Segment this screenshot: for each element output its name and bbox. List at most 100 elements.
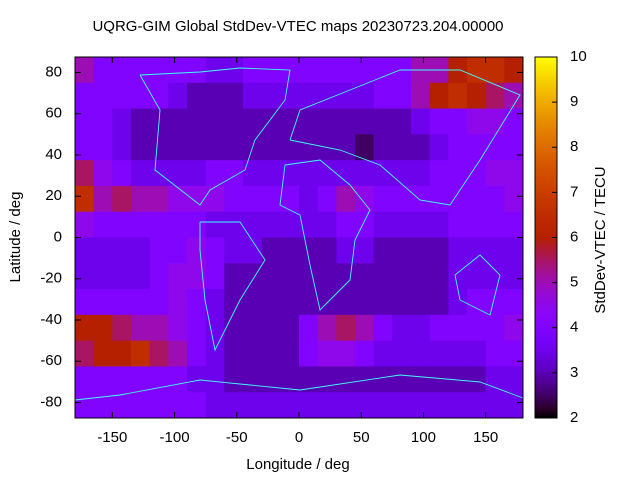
heatmap-cell [261, 185, 281, 213]
heatmap-cell [224, 211, 244, 238]
heatmap-cell [205, 314, 225, 342]
heatmap-cell [299, 211, 319, 238]
heatmap-cell [75, 160, 95, 187]
heatmap-cell [504, 134, 524, 161]
heatmap-cell [243, 237, 263, 264]
heatmap-cell [504, 392, 524, 419]
heatmap-cell [355, 263, 375, 290]
heatmap-cell [168, 211, 188, 238]
heatmap-cell [373, 289, 393, 316]
heatmap-cell [392, 134, 412, 161]
colorbar-tick-label: 2 [570, 409, 578, 426]
heatmap-cell [205, 289, 225, 316]
y-tick-label: 40 [45, 146, 62, 163]
y-tick-label: 20 [45, 187, 62, 204]
heatmap-cell [243, 366, 263, 393]
heatmap-cell [392, 314, 412, 342]
colorbar-tick-label: 3 [570, 364, 578, 381]
heatmap-cell [131, 314, 151, 342]
heatmap-cell [373, 237, 393, 264]
heatmap-cell [131, 185, 151, 213]
heatmap-cell [299, 185, 319, 213]
heatmap-cell [411, 134, 431, 161]
heatmap-cell [149, 57, 169, 84]
heatmap-cell [280, 134, 300, 161]
heatmap-cell [411, 340, 431, 367]
heatmap-cell [75, 82, 95, 110]
coastline [289, 69, 521, 206]
heatmap-cell [205, 392, 225, 419]
heatmap-cell [336, 211, 356, 238]
heatmap-cell [261, 289, 281, 316]
heatmap-cell [485, 237, 505, 264]
x-tick-label: -50 [226, 429, 248, 446]
heatmap-cell [485, 160, 505, 187]
heatmap-cell [224, 134, 244, 161]
heatmap-cell [448, 340, 468, 367]
heatmap-cell [355, 134, 375, 161]
heatmap-cell [355, 340, 375, 367]
heatmap-cell [411, 211, 431, 238]
heatmap-cell [373, 211, 393, 238]
heatmap-cell [448, 82, 468, 110]
heatmap-cell [75, 392, 95, 419]
heatmap-cell [261, 314, 281, 342]
heatmap-cell [467, 57, 487, 84]
heatmap-cell [317, 160, 337, 187]
heatmap-cell [261, 57, 281, 84]
heatmap-cell [112, 211, 132, 238]
heatmap-cell [392, 289, 412, 316]
heatmap-cell [336, 237, 356, 264]
heatmap-cell [448, 392, 468, 419]
heatmap-cell [149, 263, 169, 290]
x-axis-label: Longitude / deg [246, 456, 349, 473]
heatmap-cell [317, 185, 337, 213]
heatmap-cell [373, 57, 393, 84]
heatmap-cell [243, 392, 263, 419]
heatmap-cell [373, 392, 393, 419]
heatmap-cell [112, 160, 132, 187]
heatmap-cell [93, 366, 113, 393]
heatmap-cell [429, 289, 449, 316]
heatmap-cell [168, 340, 188, 367]
heatmap-cell [299, 108, 319, 135]
heatmap-cell [224, 366, 244, 393]
heatmap-cell [485, 263, 505, 290]
heatmap-cell [504, 289, 524, 316]
heatmap-cell [355, 82, 375, 110]
heatmap-cell [280, 237, 300, 264]
heatmap-cell [355, 314, 375, 342]
heatmap-cell [149, 314, 169, 342]
heatmap-cell [336, 160, 356, 187]
heatmap-cell [467, 82, 487, 110]
heatmap-cell [392, 392, 412, 419]
heatmap-cell [243, 263, 263, 290]
heatmap-cell [355, 185, 375, 213]
heatmap-cell [187, 237, 207, 264]
y-tick-label: 0 [54, 228, 62, 245]
heatmap-cell [336, 263, 356, 290]
x-tick-label: -150 [97, 429, 127, 446]
coastline [454, 254, 501, 316]
heatmap-cell [336, 289, 356, 316]
heatmap-cell [205, 366, 225, 393]
heatmap-cell [112, 108, 132, 135]
heatmap-cell [392, 108, 412, 135]
heatmap-cell [392, 160, 412, 187]
heatmap-cell [392, 366, 412, 393]
heatmap-cell [205, 134, 225, 161]
heatmap-cell [131, 237, 151, 264]
heatmap-cell [131, 263, 151, 290]
heatmap-cell [187, 366, 207, 393]
heatmap-cell [243, 340, 263, 367]
y-tick-label: -60 [40, 352, 62, 369]
heatmap-cell [261, 82, 281, 110]
heatmap-cell [149, 134, 169, 161]
heatmap-cell [149, 237, 169, 264]
x-tick-label: 50 [353, 429, 370, 446]
heatmap-cell [149, 211, 169, 238]
coastline [139, 67, 291, 206]
heatmap-cell [317, 392, 337, 419]
heatmap-cell [467, 340, 487, 367]
